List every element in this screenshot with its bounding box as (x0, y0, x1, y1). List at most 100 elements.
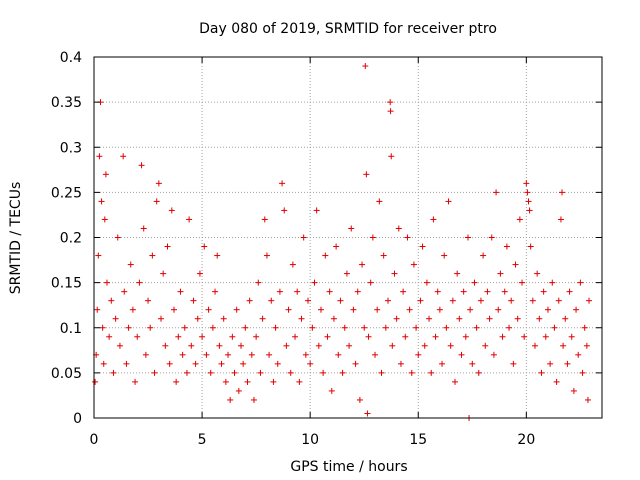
data-point (263, 252, 270, 259)
data-point (127, 261, 134, 268)
data-point (110, 369, 117, 376)
data-point (367, 279, 374, 286)
data-point (488, 234, 495, 241)
data-point (281, 207, 288, 214)
y-tick-labels: 0 0.05 0.1 0.15 0.2 0.25 0.3 0.35 0.4 (51, 50, 82, 427)
data-point (134, 333, 141, 340)
data-point (218, 360, 225, 367)
data-point (365, 333, 372, 340)
data-point (138, 162, 145, 169)
data-point (372, 351, 379, 358)
data-point (120, 153, 127, 160)
data-point (551, 324, 558, 331)
data-point (490, 351, 497, 358)
data-point (125, 324, 132, 331)
data-point (103, 279, 110, 286)
data-point (560, 342, 567, 349)
data-point (177, 288, 184, 295)
data-point (341, 324, 348, 331)
data-point (408, 369, 415, 376)
data-point (343, 270, 350, 277)
data-point (503, 243, 510, 250)
data-point (95, 252, 102, 259)
data-point (255, 279, 262, 286)
data-point (384, 297, 391, 304)
data-point (248, 351, 255, 358)
data-point (227, 396, 234, 403)
data-point (387, 108, 394, 115)
data-point (92, 378, 99, 385)
data-point (417, 297, 424, 304)
data-point (253, 333, 260, 340)
data-point (464, 234, 471, 241)
data-point (199, 333, 206, 340)
data-point (426, 315, 433, 322)
data-point (452, 378, 459, 385)
data-point (186, 216, 193, 223)
data-point (149, 252, 156, 259)
data-point (205, 306, 212, 313)
data-point (364, 410, 371, 417)
data-point (309, 324, 316, 331)
data-point (145, 297, 152, 304)
data-point (410, 261, 417, 268)
data-point (521, 333, 528, 340)
data-point (506, 324, 513, 331)
data-point (402, 333, 409, 340)
data-point (536, 315, 543, 322)
data-point (397, 360, 404, 367)
data-point (322, 252, 329, 259)
data-point (361, 324, 368, 331)
data-point (566, 288, 573, 295)
data-point (121, 288, 128, 295)
data-point (369, 234, 376, 241)
data-point (289, 261, 296, 268)
data-point (393, 315, 400, 322)
data-point (579, 369, 586, 376)
data-point (477, 297, 484, 304)
data-point (542, 333, 549, 340)
data-point (94, 306, 101, 313)
data-point (158, 315, 165, 322)
y-tick-label: 0.1 (60, 321, 82, 337)
y-tick-label: 0.3 (60, 140, 82, 156)
data-point (460, 288, 467, 295)
data-point (231, 369, 238, 376)
chart-title: Day 080 of 2019, SRMTID for receiver ptr… (199, 21, 497, 37)
data-point (352, 360, 359, 367)
data-point (406, 306, 413, 313)
y-tick-label: 0.25 (51, 185, 82, 201)
data-point (106, 333, 113, 340)
data-point (534, 270, 541, 277)
data-point (261, 216, 268, 223)
data-point (586, 297, 593, 304)
data-point (570, 387, 577, 394)
data-point (359, 261, 366, 268)
data-point (445, 198, 452, 205)
data-point (112, 315, 119, 322)
data-point (441, 252, 448, 259)
data-point (525, 198, 532, 205)
data-point (162, 342, 169, 349)
data-point (240, 360, 247, 367)
data-point (183, 369, 190, 376)
data-point (434, 288, 441, 295)
data-point (423, 279, 430, 286)
data-point (102, 171, 109, 178)
data-point (259, 315, 266, 322)
data-point (140, 225, 147, 232)
data-point (170, 306, 177, 313)
data-point (181, 324, 188, 331)
x-tick-label: 10 (301, 432, 319, 448)
data-point (268, 297, 275, 304)
data-point (153, 198, 160, 205)
data-point (482, 342, 489, 349)
data-point (547, 360, 554, 367)
data-point (175, 333, 182, 340)
data-point (346, 342, 353, 349)
data-point (337, 297, 344, 304)
data-point (209, 324, 216, 331)
data-point (235, 387, 242, 394)
y-tick-label: 0.2 (60, 231, 82, 247)
